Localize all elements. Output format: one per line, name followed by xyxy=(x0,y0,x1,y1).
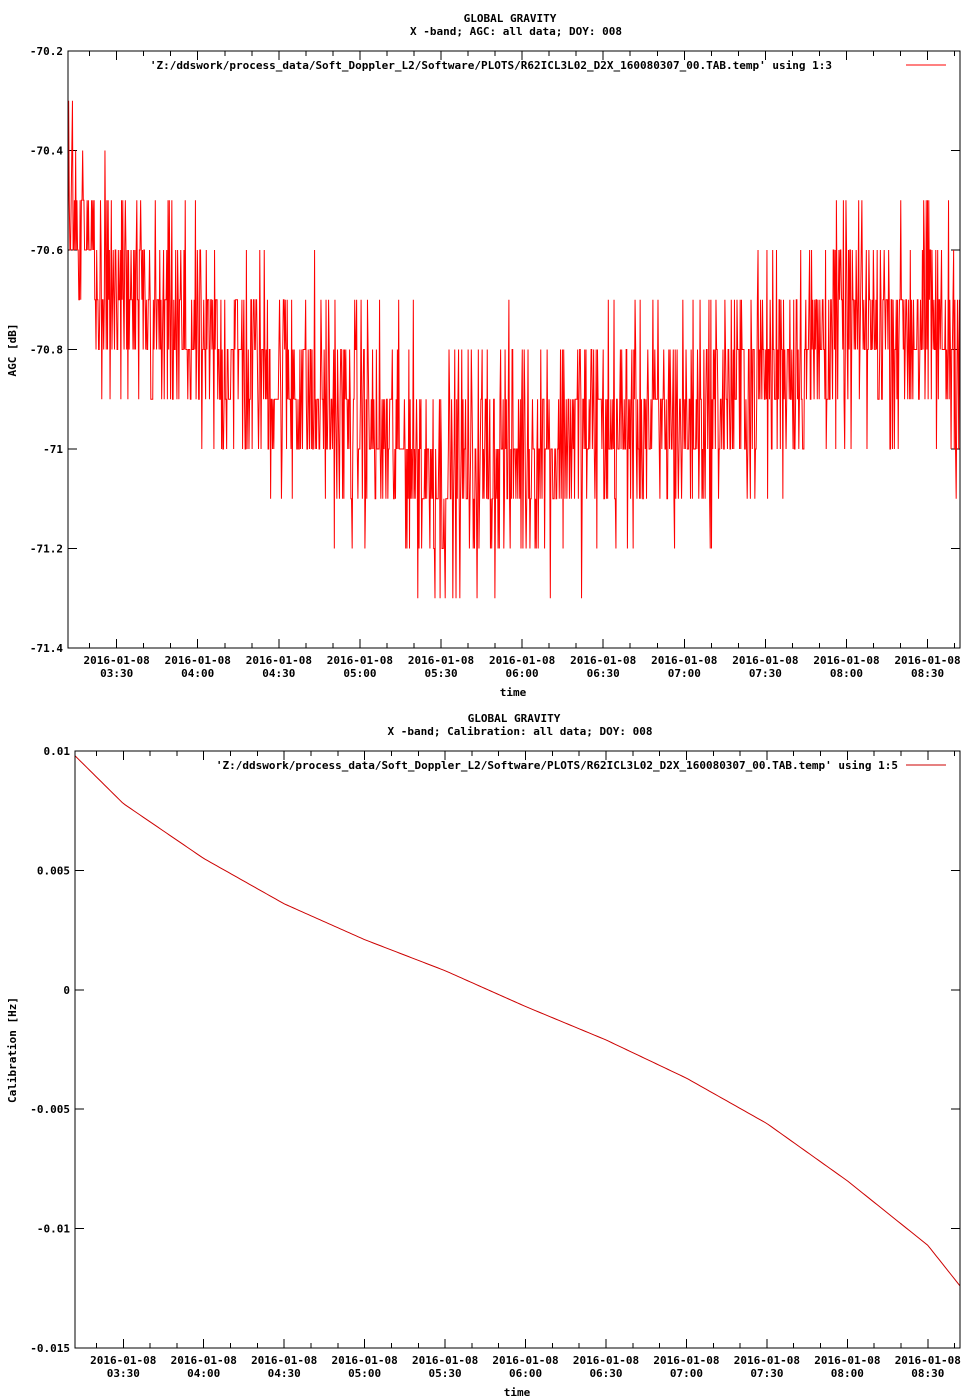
calibration-chart-title: GLOBAL GRAVITY xyxy=(468,712,561,725)
agc-x-tick-label-time: 04:00 xyxy=(181,667,214,680)
calibration-x-tick-label-date: 2016-01-08 xyxy=(412,1354,478,1367)
calibration-x-tick-label-time: 08:00 xyxy=(831,1367,864,1380)
agc-x-tick-label-date: 2016-01-08 xyxy=(894,654,960,667)
calibration-x-tick-label-time: 05:30 xyxy=(429,1367,462,1380)
agc-x-tick-label-time: 08:00 xyxy=(830,667,863,680)
agc-chart: GLOBAL GRAVITY X -band; AGC: all data; D… xyxy=(6,12,961,699)
agc-chart-title: GLOBAL GRAVITY xyxy=(464,12,557,25)
calibration-x-tick-label-time: 04:30 xyxy=(268,1367,301,1380)
agc-x-tick-label-date: 2016-01-08 xyxy=(813,654,879,667)
agc-y-tick-label: -71.4 xyxy=(30,642,63,655)
calibration-legend-label: 'Z:/ddswork/process_data/Soft_Doppler_L2… xyxy=(216,759,898,772)
calibration-y-tick-label: -0.005 xyxy=(30,1103,70,1116)
agc-x-tick-label-date: 2016-01-08 xyxy=(84,654,150,667)
agc-x-tick-label-time: 06:30 xyxy=(587,667,620,680)
agc-x-tick-label-date: 2016-01-08 xyxy=(327,654,393,667)
calibration-x-tick-label-date: 2016-01-08 xyxy=(734,1354,800,1367)
calibration-x-tick-label-time: 07:30 xyxy=(750,1367,783,1380)
calibration-x-tick-label-date: 2016-01-08 xyxy=(895,1354,961,1367)
calibration-chart: GLOBAL GRAVITY X -band; Calibration: all… xyxy=(6,712,961,1399)
agc-x-axis-label: time xyxy=(500,686,527,699)
calibration-y-tick-label: -0.01 xyxy=(37,1223,70,1236)
agc-ticks: -70.2 -70.4 -70.6 -70.8 -71 -71.2 -71.4 2016-01… xyxy=(30,45,961,680)
calibration-x-tick-label-time: 06:30 xyxy=(589,1367,622,1380)
agc-x-tick-label-date: 2016-01-08 xyxy=(489,654,555,667)
agc-x-tick-label-time: 03:30 xyxy=(100,667,133,680)
agc-x-tick-label-time: 06:00 xyxy=(506,667,539,680)
agc-y-axis-label: AGC [dB] xyxy=(6,324,19,377)
agc-x-tick-label-time: 05:00 xyxy=(343,667,376,680)
agc-x-tick-label-time: 08:30 xyxy=(911,667,944,680)
calibration-plot-area xyxy=(74,755,961,1287)
calibration-y-tick-label: 0.01 xyxy=(44,745,71,758)
calibration-x-tick-label-date: 2016-01-08 xyxy=(814,1354,880,1367)
calibration-x-tick-label-date: 2016-01-08 xyxy=(653,1354,719,1367)
agc-y-tick-label: -70.6 xyxy=(30,244,63,257)
agc-y-tick-label: -71 xyxy=(43,443,63,456)
calibration-x-tick-label-date: 2016-01-08 xyxy=(573,1354,639,1367)
calibration-x-tick-label-time: 06:00 xyxy=(509,1367,542,1380)
agc-y-tick-label: -70.2 xyxy=(30,45,63,58)
calibration-x-tick-label-time: 04:00 xyxy=(187,1367,220,1380)
calibration-x-tick-label-date: 2016-01-08 xyxy=(332,1354,398,1367)
agc-chart-subtitle: X -band; AGC: all data; DOY: 008 xyxy=(410,25,622,38)
calibration-x-tick-label-time: 03:30 xyxy=(107,1367,140,1380)
agc-x-tick-label-time: 05:30 xyxy=(424,667,457,680)
calibration-y-axis-label: Calibration [Hz] xyxy=(6,997,19,1103)
calibration-x-tick-label-date: 2016-01-08 xyxy=(171,1354,237,1367)
agc-y-tick-label: -71.2 xyxy=(30,543,63,556)
agc-legend-label: 'Z:/ddswork/process_data/Soft_Doppler_L2… xyxy=(150,59,832,72)
calibration-x-tick-label-time: 05:00 xyxy=(348,1367,381,1380)
agc-series-line xyxy=(67,100,961,599)
calibration-y-tick-label: 0.005 xyxy=(37,864,70,877)
agc-x-tick-label-time: 04:30 xyxy=(262,667,295,680)
calibration-x-axis-label: time xyxy=(504,1386,531,1399)
calibration-plot-border xyxy=(74,750,961,1349)
agc-x-tick-label-date: 2016-01-08 xyxy=(570,654,636,667)
calibration-series-line xyxy=(74,755,961,1287)
calibration-chart-subtitle: X -band; Calibration: all data; DOY: 008 xyxy=(388,725,653,738)
agc-x-tick-label-date: 2016-01-08 xyxy=(165,654,231,667)
agc-x-tick-label-time: 07:00 xyxy=(668,667,701,680)
calibration-x-tick-label-date: 2016-01-08 xyxy=(251,1354,317,1367)
agc-y-tick-label: -70.8 xyxy=(30,344,63,357)
calibration-y-tick-label: -0.015 xyxy=(30,1342,70,1355)
calibration-x-tick-label-time: 08:30 xyxy=(911,1367,944,1380)
calibration-x-tick-label-date: 2016-01-08 xyxy=(90,1354,156,1367)
calibration-x-tick-label-time: 07:00 xyxy=(670,1367,703,1380)
calibration-x-tick-label-date: 2016-01-08 xyxy=(492,1354,558,1367)
calibration-ticks: 0.010.0050-0.005-0.01-0.0152016-01-0803:… xyxy=(30,745,961,1380)
agc-x-tick-label-date: 2016-01-08 xyxy=(651,654,717,667)
agc-plot-area xyxy=(67,100,961,599)
agc-y-tick-label: -70.4 xyxy=(30,145,63,158)
agc-x-tick-label-time: 07:30 xyxy=(749,667,782,680)
agc-x-tick-label-date: 2016-01-08 xyxy=(246,654,312,667)
agc-x-tick-label-date: 2016-01-08 xyxy=(408,654,474,667)
agc-plot-border xyxy=(67,50,961,649)
agc-x-tick-label-date: 2016-01-08 xyxy=(732,654,798,667)
calibration-y-tick-label: 0 xyxy=(63,984,70,997)
